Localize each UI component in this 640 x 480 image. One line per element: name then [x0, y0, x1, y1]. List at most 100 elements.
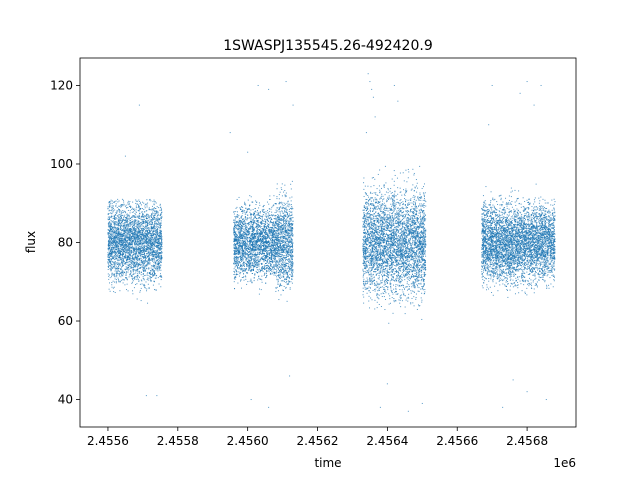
- data-point: [117, 253, 119, 255]
- data-point: [138, 236, 140, 238]
- data-point: [128, 218, 130, 220]
- data-point: [146, 264, 148, 266]
- data-point: [147, 275, 149, 277]
- data-point: [270, 232, 272, 234]
- data-point: [108, 253, 110, 255]
- data-point: [149, 232, 151, 234]
- data-point: [110, 243, 112, 245]
- data-point: [239, 247, 241, 249]
- data-point: [107, 219, 109, 221]
- data-point: [110, 217, 112, 219]
- data-point: [122, 235, 124, 237]
- data-point: [118, 262, 120, 264]
- data-point: [250, 280, 252, 282]
- data-point: [125, 234, 127, 236]
- data-point: [127, 257, 129, 259]
- data-point: [112, 287, 114, 289]
- data-point: [132, 215, 134, 217]
- data-point: [116, 270, 118, 272]
- data-point: [155, 241, 157, 243]
- data-point: [111, 213, 113, 215]
- data-point: [112, 201, 114, 203]
- data-point: [132, 247, 134, 249]
- data-point: [142, 262, 144, 264]
- data-point: [107, 207, 109, 209]
- data-point: [130, 250, 132, 252]
- data-point: [233, 213, 235, 215]
- data-point: [151, 242, 153, 244]
- data-point: [129, 258, 131, 259]
- data-point: [149, 224, 151, 226]
- data-point: [155, 246, 157, 248]
- data-point: [144, 234, 146, 236]
- data-point: [124, 242, 126, 244]
- data-point: [116, 211, 118, 213]
- data-point: [138, 224, 140, 226]
- data-point: [153, 248, 155, 250]
- data-point: [121, 274, 122, 276]
- data-point: [115, 265, 117, 267]
- data-point: [143, 279, 145, 281]
- data-point: [157, 253, 159, 255]
- data-point: [121, 248, 123, 250]
- data-point: [117, 235, 119, 237]
- data-point: [111, 234, 113, 236]
- data-point: [150, 223, 152, 225]
- data-point: [152, 251, 154, 253]
- data-point: [127, 241, 129, 243]
- data-point: [123, 240, 125, 242]
- data-point: [157, 269, 159, 271]
- data-point: [272, 271, 274, 273]
- data-point: [273, 195, 275, 197]
- data-point: [119, 250, 121, 252]
- data-point: [148, 233, 149, 235]
- data-point: [117, 210, 119, 212]
- data-point: [142, 273, 144, 275]
- data-point: [126, 289, 128, 291]
- data-point: [246, 222, 248, 224]
- data-point: [159, 261, 161, 263]
- data-point: [144, 226, 146, 228]
- data-point: [152, 235, 154, 237]
- data-point: [117, 257, 119, 259]
- data-point: [125, 272, 127, 274]
- data-point: [108, 262, 110, 264]
- data-point: [153, 280, 155, 282]
- data-point: [127, 251, 129, 253]
- data-point: [115, 231, 117, 233]
- data-point: [152, 211, 154, 213]
- data-point: [239, 262, 241, 264]
- data-point: [155, 211, 157, 213]
- data-point: [142, 256, 144, 258]
- data-point: [143, 262, 145, 264]
- data-point: [151, 265, 153, 267]
- data-point: [135, 222, 137, 224]
- data-point: [120, 225, 122, 227]
- data-point: [157, 217, 159, 219]
- data-point: [130, 243, 132, 245]
- data-point: [267, 224, 269, 226]
- data-point: [268, 224, 270, 226]
- data-point: [116, 237, 118, 239]
- data-point: [140, 251, 142, 253]
- data-point: [154, 233, 156, 235]
- data-point: [143, 278, 145, 280]
- data-point: [145, 245, 147, 247]
- data-point: [145, 241, 147, 243]
- data-point: [147, 219, 149, 221]
- data-point: [115, 228, 117, 230]
- data-point: [116, 241, 118, 243]
- data-point: [142, 269, 144, 271]
- data-point: [262, 219, 264, 221]
- data-point: [125, 239, 127, 241]
- data-point: [125, 231, 127, 233]
- data-point: [241, 287, 242, 289]
- data-point: [113, 235, 115, 237]
- data-point: [108, 288, 110, 290]
- data-point: [237, 249, 239, 251]
- data-point: [145, 224, 147, 226]
- data-point: [115, 262, 117, 264]
- data-point: [113, 214, 115, 216]
- data-point: [139, 290, 141, 292]
- data-point: [239, 239, 241, 241]
